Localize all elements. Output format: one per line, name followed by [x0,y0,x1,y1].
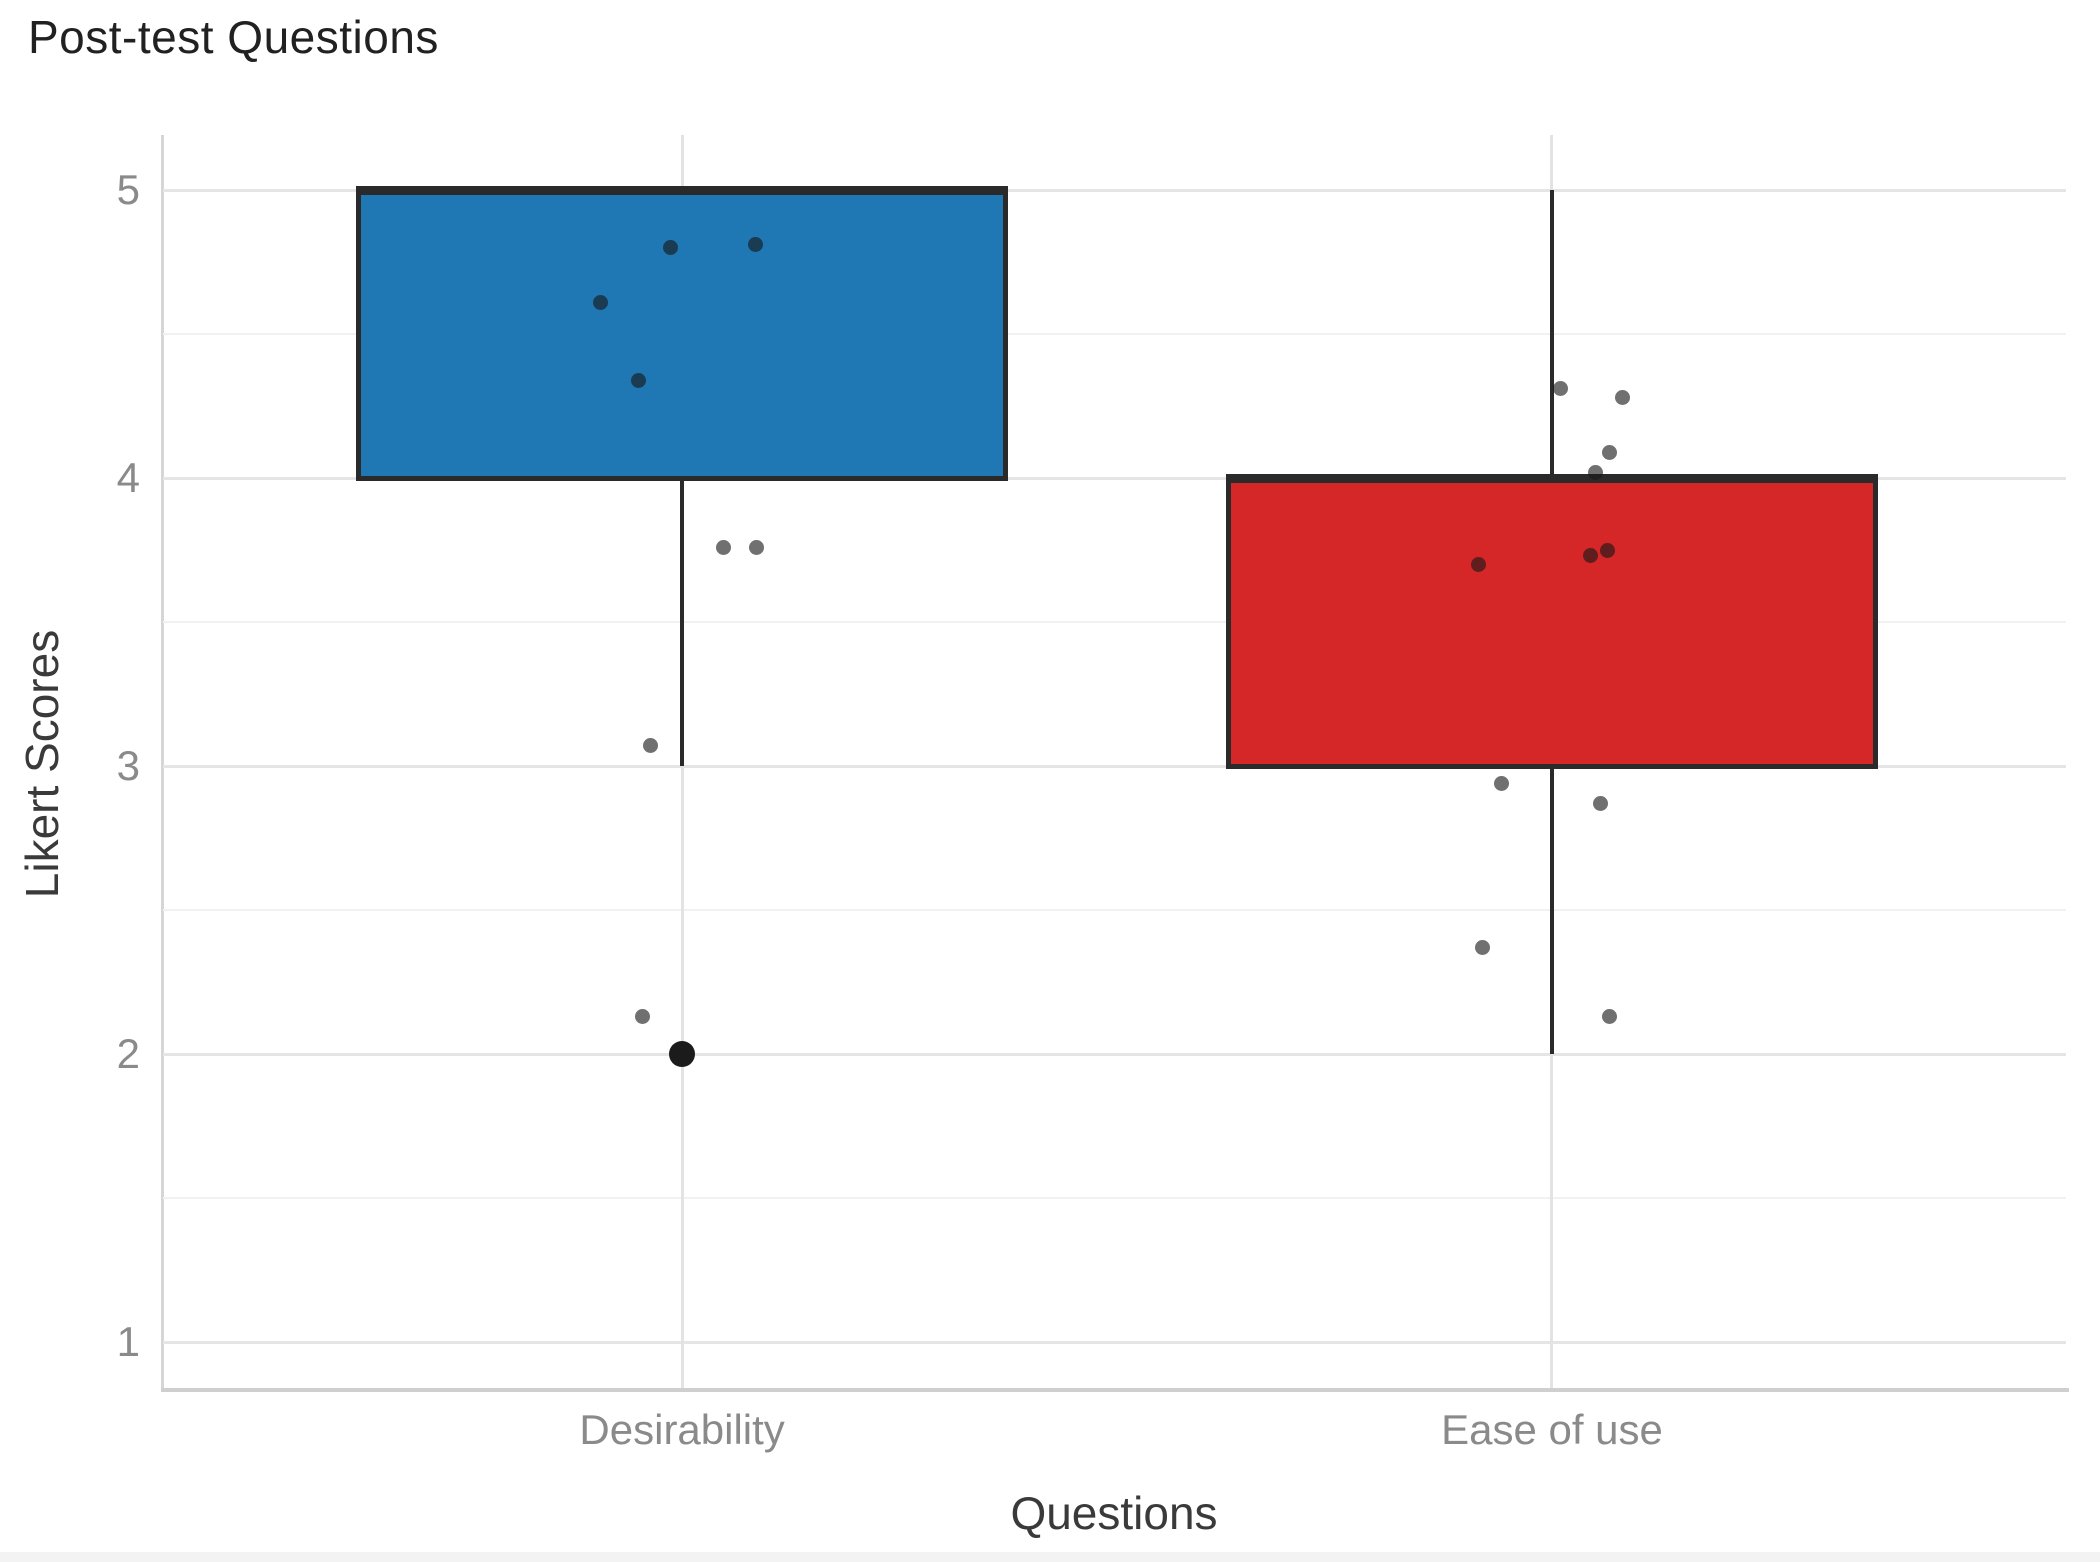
lower-whisker [680,478,685,766]
plot-area [163,135,2066,1388]
jitter-point [1615,389,1631,405]
jitter-point [592,294,608,310]
y-tick-label: 5 [116,166,140,213]
gridline-major [163,1340,2066,1344]
gridline-major [163,1052,2066,1056]
gridline-major [163,764,2066,768]
box-desirability [356,187,1009,481]
median-line [1225,473,1878,483]
box-ease-of-use [1225,475,1878,769]
jitter-point [642,738,658,754]
chart-title: Post-test Questions [28,11,439,63]
x-axis-title: Questions [1010,1487,1218,1539]
upper-whisker [1549,190,1554,478]
y-axis-line [161,135,164,1391]
gridline-minor [163,333,2066,335]
jitter-point [662,240,678,256]
jitter-point [747,237,763,253]
gridline-minor [163,909,2066,911]
jitter-point [1494,775,1510,791]
y-tick-label: 4 [116,454,140,501]
x-category-label: Ease of use [1441,1406,1663,1453]
gridline-major [163,188,2066,192]
jitter-point [1583,548,1599,564]
median-line [356,185,1009,195]
y-tick-label: 2 [116,1030,140,1077]
gridline-minor [163,621,2066,623]
jitter-point [1553,381,1569,397]
x-axis-line [161,1388,2069,1392]
jitter-point [1471,556,1487,572]
x-category-label: Desirability [579,1406,785,1453]
window-bottom-edge [0,1552,2100,1562]
gridline-major [163,476,2066,480]
jitter-point [1600,542,1616,558]
jitter-point [1602,444,1618,460]
y-tick-label: 1 [116,1318,140,1365]
jitter-point [1588,464,1604,480]
jitter-point [1602,1009,1618,1025]
jitter-point [630,372,646,388]
gridline-minor [163,1197,2066,1199]
outlier-point [669,1041,696,1067]
jitter-point [748,539,764,555]
jitter-point [634,1009,650,1025]
jitter-point [1475,939,1491,955]
jitter-point [1593,795,1609,811]
lower-whisker [1549,766,1554,1054]
jitter-point [715,539,731,555]
y-tick-label: 3 [116,742,140,789]
y-axis-title: Likert Scores [16,629,68,899]
